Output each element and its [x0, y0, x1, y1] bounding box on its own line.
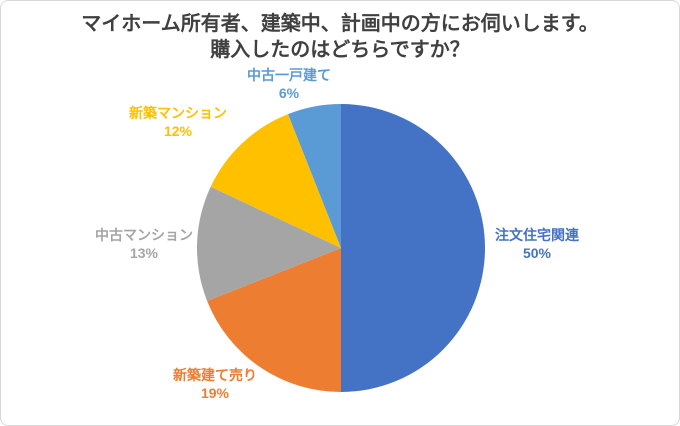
pie-label-percent: 13% [129, 244, 159, 261]
pie-label-name: 中古マンション [95, 227, 193, 243]
pie-label-name: 新築マンション [129, 105, 227, 121]
pie-label-shinchiku-mansion: 新築マンション 12% [103, 105, 253, 140]
pie-slice-0 [341, 104, 485, 392]
pie-label-percent: 6% [278, 84, 300, 101]
pie-label-chumon-jutaku: 注文住宅関連 50% [462, 227, 612, 262]
pie-label-chuko-mansion: 中古マンション 13% [69, 227, 219, 262]
pie-slice-2 [196, 186, 341, 302]
pie-label-name: 注文住宅関連 [495, 227, 579, 243]
pie-label-percent: 19% [200, 384, 230, 401]
pie-chart-svg [196, 104, 485, 392]
pie-label-percent: 50% [522, 244, 552, 261]
chart-title: マイホーム所有者、建築中、計画中の方にお伺いします。 購入したのはどちらですか？ [1, 11, 679, 63]
chart-title-line-1: マイホーム所有者、建築中、計画中の方にお伺いします。 [81, 13, 599, 35]
pie-slice-3 [210, 114, 341, 248]
pie-label-percent: 12% [163, 122, 193, 139]
pie-label-chuko-ikkodate: 中古一戸建て 6% [214, 67, 364, 102]
pie-slice-4 [287, 104, 341, 248]
pie-chart [196, 103, 486, 393]
pie-slice-1 [207, 248, 341, 392]
pie-label-name: 新築建て売り [173, 367, 257, 383]
pie-label-name: 中古一戸建て [247, 67, 331, 83]
pie-label-shinchiku-tateuri: 新築建て売り 19% [140, 367, 290, 402]
chart-title-line-2: 購入したのはどちらですか？ [210, 39, 470, 61]
